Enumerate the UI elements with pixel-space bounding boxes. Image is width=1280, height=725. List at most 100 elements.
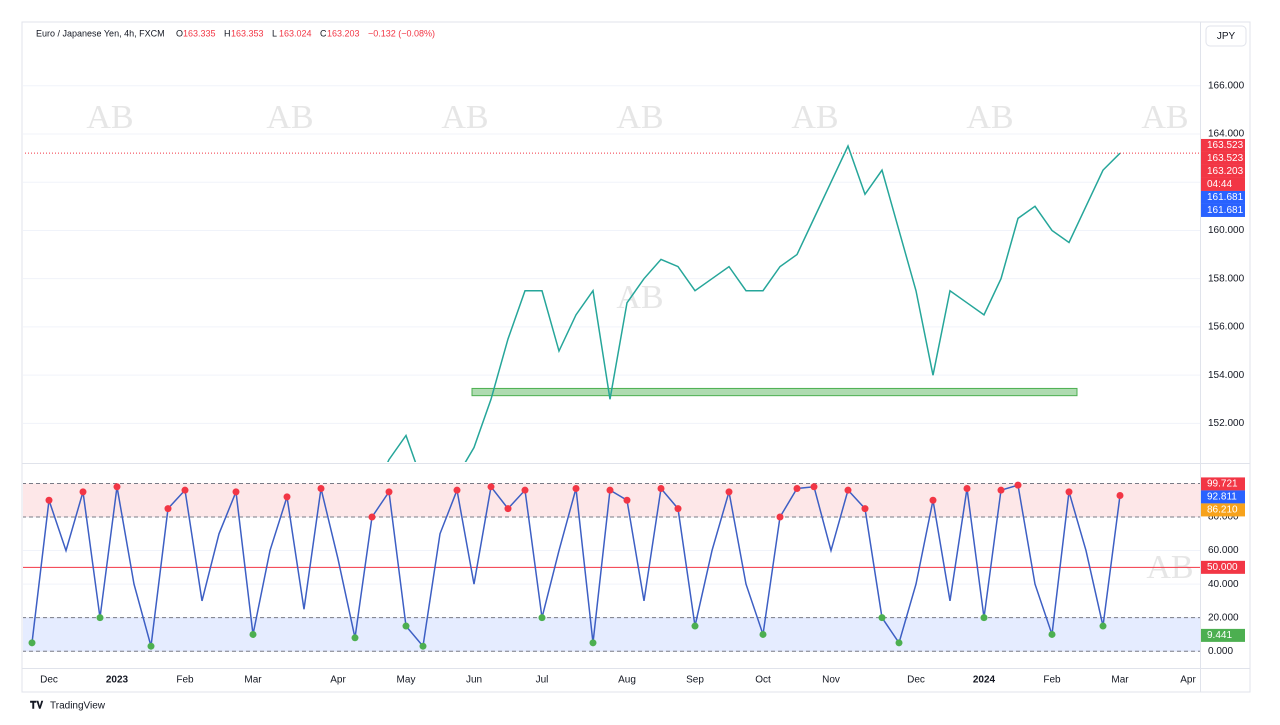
y-tick-label: 158.000 [1208, 273, 1245, 284]
ohlc-value: 163.024 [279, 28, 312, 38]
signal-dot [368, 513, 376, 521]
time-tick-label: Apr [1180, 675, 1196, 686]
watermark: AB [616, 99, 663, 136]
ohlc-key: H [224, 28, 231, 38]
time-tick-label: Nov [822, 675, 840, 686]
signal-dot [1065, 488, 1073, 496]
axis-price-tag-label: 163.523 [1207, 153, 1244, 164]
signal-dot [113, 483, 121, 491]
time-tick-label: May [397, 675, 416, 686]
signal-dot [504, 505, 512, 513]
time-tick-label: Mar [244, 675, 262, 686]
axis-price-tag [1201, 477, 1245, 491]
watermark: AB [791, 99, 838, 136]
axis-price-tag-label: 163.523 [1207, 140, 1244, 151]
brand-name: TradingView [50, 701, 106, 712]
signal-dot [28, 639, 36, 647]
signal-dot [385, 488, 393, 496]
axis-price-tag-label: 99.721 [1207, 479, 1238, 490]
axis-price-tag [1201, 203, 1245, 217]
y-tick-label: 80.000 [1208, 512, 1239, 523]
ohlc-key: C [320, 28, 327, 38]
signal-dot [79, 488, 87, 496]
ohlc-value: 163.353 [231, 28, 264, 38]
time-tick-label: Apr [330, 675, 346, 686]
axis-price-tag [1201, 190, 1245, 204]
series-line [387, 144, 1121, 462]
signal-dot [759, 630, 767, 638]
watermark: AB [966, 99, 1013, 136]
axis-price-tag [1201, 560, 1245, 574]
y-tick-label: 0.000 [1208, 646, 1233, 657]
signal-dot [181, 486, 189, 494]
axis-price-tag-label: 04:44 [1207, 179, 1232, 190]
signal-dot [963, 484, 971, 492]
time-tick-label: Aug [618, 675, 636, 686]
signal-dot [317, 484, 325, 492]
signal-dot [572, 484, 580, 492]
signal-dot [249, 630, 257, 638]
signal-dot [980, 614, 988, 622]
time-tick-label: Dec [907, 675, 925, 686]
signal-dot [878, 614, 886, 622]
axis-price-tag-label: 50.000 [1207, 562, 1238, 573]
watermark: AB [86, 99, 133, 136]
signal-dot [232, 488, 240, 496]
signal-dot [1014, 481, 1022, 489]
y-tick-label: 154.000 [1208, 370, 1245, 381]
signal-dot [45, 496, 53, 504]
currency-label[interactable]: JPY [1217, 31, 1236, 42]
y-tick-label: 156.000 [1208, 322, 1245, 333]
signal-dot [776, 513, 784, 521]
pane [23, 481, 1200, 652]
time-tick-label: Dec [40, 675, 58, 686]
signal-dot [453, 486, 461, 494]
time-tick-label: Sep [686, 675, 704, 686]
signal-dot [929, 496, 937, 504]
axis-price-tag-label: 161.681 [1207, 205, 1244, 216]
symbol-title: Euro / Japanese Yen, 4h, FXCM [36, 28, 165, 38]
axis-price-tag [1201, 138, 1245, 152]
y-tick-label: 160.000 [1208, 225, 1245, 236]
oversold-band [23, 617, 1200, 652]
signal-dot [147, 642, 155, 650]
time-tick-label: Mar [1111, 675, 1129, 686]
y-tick-label: 20.000 [1208, 612, 1239, 623]
signal-dot [895, 639, 903, 647]
watermark: AB [266, 99, 313, 136]
watermark: AB [1141, 99, 1188, 136]
support-zone [471, 387, 1078, 397]
signal-dot [419, 642, 427, 650]
signal-dot [164, 505, 172, 513]
axis-price-tag [1201, 490, 1245, 504]
price-change: −0.132 (−0.08%) [368, 28, 435, 38]
axis-price-tag-label: 161.681 [1207, 192, 1244, 203]
y-tick-label: 60.000 [1208, 545, 1239, 556]
axis-price-tag-label: 92.811 [1207, 492, 1237, 503]
time-tick-label: Jul [536, 675, 549, 686]
signal-dot [1048, 630, 1056, 638]
axis-price-tag-label: 9.441 [1207, 630, 1232, 641]
time-tick-label: Jun [466, 675, 482, 686]
signal-dot [844, 486, 852, 494]
ohlc-value: 163.203 [327, 28, 360, 38]
signal-dot [793, 484, 801, 492]
signal-dot [623, 496, 631, 504]
watermark: AB [441, 99, 488, 136]
signal-dot [521, 486, 529, 494]
y-tick-label: 164.000 [1208, 129, 1245, 140]
signal-dot [725, 488, 733, 496]
signal-dot [674, 505, 682, 513]
signal-dot [657, 484, 665, 492]
ohlc-key: O [176, 28, 183, 38]
axis-price-tag [1201, 151, 1245, 165]
time-tick-label: 2023 [106, 675, 129, 686]
currency-button[interactable] [1205, 25, 1247, 47]
signal-dot [861, 505, 869, 513]
signal-dot [997, 486, 1005, 494]
signal-dot [1116, 492, 1124, 500]
axis-price-tag [1201, 503, 1245, 517]
signal-dot [96, 614, 104, 622]
y-tick-label: 166.000 [1208, 80, 1245, 91]
